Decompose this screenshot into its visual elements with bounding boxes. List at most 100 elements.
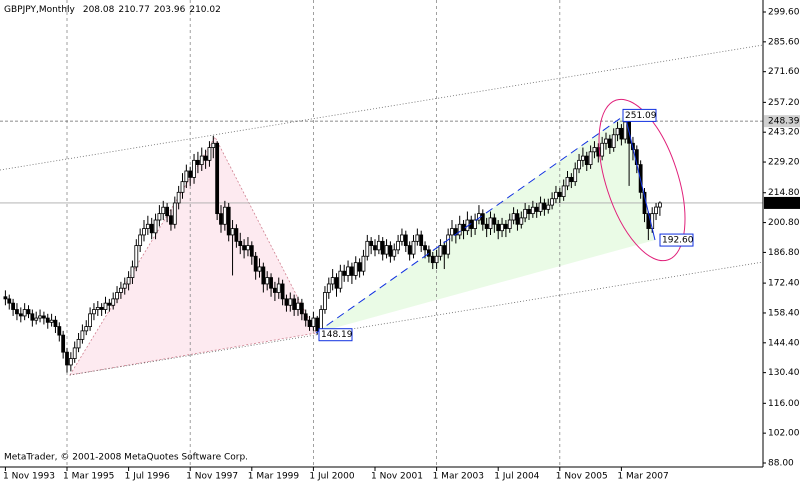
highlight-ellipse	[598, 98, 686, 262]
candle-body	[503, 223, 508, 229]
candle-body	[203, 155, 208, 161]
candle-body	[565, 176, 570, 187]
candle-body	[519, 217, 524, 225]
candle-body	[419, 234, 424, 246]
candle-body	[550, 198, 554, 206]
candle-body	[288, 298, 293, 306]
candle-body	[507, 219, 512, 229]
candle-body	[126, 277, 131, 285]
candle-body	[38, 315, 42, 319]
candle-body	[577, 159, 581, 170]
candle-body	[299, 302, 304, 315]
candle-body	[392, 249, 397, 257]
candle-body	[546, 204, 551, 210]
candle-body	[53, 319, 58, 327]
candle-body	[315, 317, 320, 332]
y-tick-label: 102.00	[768, 429, 800, 439]
y-tick-label: 130.40	[768, 368, 800, 378]
trend-line	[624, 114, 656, 241]
candle-body	[11, 302, 16, 310]
level-label-box	[764, 196, 800, 209]
candle-body	[423, 245, 427, 251]
candle-body	[407, 245, 412, 255]
x-tick-label: 1 Nov 2001	[371, 472, 423, 482]
candle-body	[542, 202, 547, 210]
candle-body	[492, 217, 497, 225]
candle-body	[473, 219, 478, 229]
candle-body	[373, 245, 377, 251]
candle-body	[142, 228, 146, 236]
candle-body	[292, 298, 297, 310]
x-tick-label: 1 Nov 1993	[3, 472, 55, 482]
candle-body	[330, 277, 335, 285]
candle-body	[269, 277, 273, 289]
candle-body	[380, 240, 385, 255]
candle-body	[145, 223, 150, 229]
candle-body	[530, 206, 535, 215]
candle-body	[22, 309, 27, 317]
candle-body	[515, 213, 520, 225]
candle-body	[76, 338, 81, 349]
candle-body	[438, 245, 443, 257]
candle-body	[400, 234, 404, 242]
candle-body	[353, 262, 358, 276]
candle-body	[500, 223, 504, 232]
candle-body	[57, 326, 62, 336]
candle-body	[165, 206, 170, 217]
price-annotation-box	[318, 328, 353, 342]
candle-body	[246, 245, 250, 251]
candle-body	[219, 213, 223, 225]
candle-body	[65, 351, 69, 366]
level-label-box	[764, 115, 800, 128]
candle-body	[338, 270, 343, 289]
candle-body	[18, 313, 23, 317]
candle-body	[284, 298, 289, 306]
candle-body	[242, 245, 247, 251]
last-low: 203.96	[154, 5, 186, 15]
candle-body	[307, 319, 312, 327]
candle-body	[396, 240, 401, 251]
candle-body	[446, 234, 451, 255]
candle-body	[188, 170, 193, 178]
candle-body	[357, 262, 362, 272]
candle-body	[172, 202, 177, 225]
candle-body	[654, 206, 658, 215]
candle-body	[588, 151, 593, 166]
x-tick-label: 1 Mar 2007	[617, 472, 668, 482]
candle-body	[349, 266, 354, 276]
candle-body	[84, 326, 89, 332]
price-annotation-box	[659, 233, 694, 247]
candle-body	[303, 313, 308, 321]
x-tick-label: 1 Nov 1997	[186, 472, 238, 482]
y-tick-label: 158.40	[768, 308, 800, 318]
candle-body	[30, 313, 35, 321]
candle-body	[592, 147, 597, 153]
x-tick-label: 1 Jul 2004	[494, 472, 539, 482]
candle-body	[342, 270, 347, 276]
candle-body	[107, 302, 112, 306]
candle-body	[561, 185, 566, 197]
candle-body	[296, 302, 300, 310]
x-tick-label: 1 Mar 1995	[63, 472, 114, 482]
y-tick-label: 200.80	[768, 218, 800, 228]
candle-body	[153, 219, 158, 234]
footer: MetaTrader, © 2001-2008 MetaQuotes Softw…	[4, 453, 248, 463]
y-tick-label: 285.60	[768, 37, 800, 47]
candle-body	[450, 228, 454, 236]
candle-body	[111, 298, 116, 306]
candle-body	[26, 309, 31, 315]
candle-body	[15, 309, 19, 315]
candle-body	[119, 287, 123, 293]
y-tick-label: 186.80	[768, 248, 800, 258]
candle-body	[99, 307, 104, 310]
y-tick-label: 299.60	[768, 8, 800, 18]
price-annotation: 251.09	[625, 111, 657, 121]
candle-body	[215, 142, 220, 215]
candle-body	[434, 255, 439, 264]
candle-body	[134, 245, 139, 268]
candle-body	[149, 223, 154, 234]
symbol-title: GBPJPY,Monthly	[4, 5, 76, 15]
candle-body	[180, 181, 185, 193]
x-tick-label: 1 Mar 2003	[433, 472, 484, 482]
candle-body	[45, 317, 50, 323]
